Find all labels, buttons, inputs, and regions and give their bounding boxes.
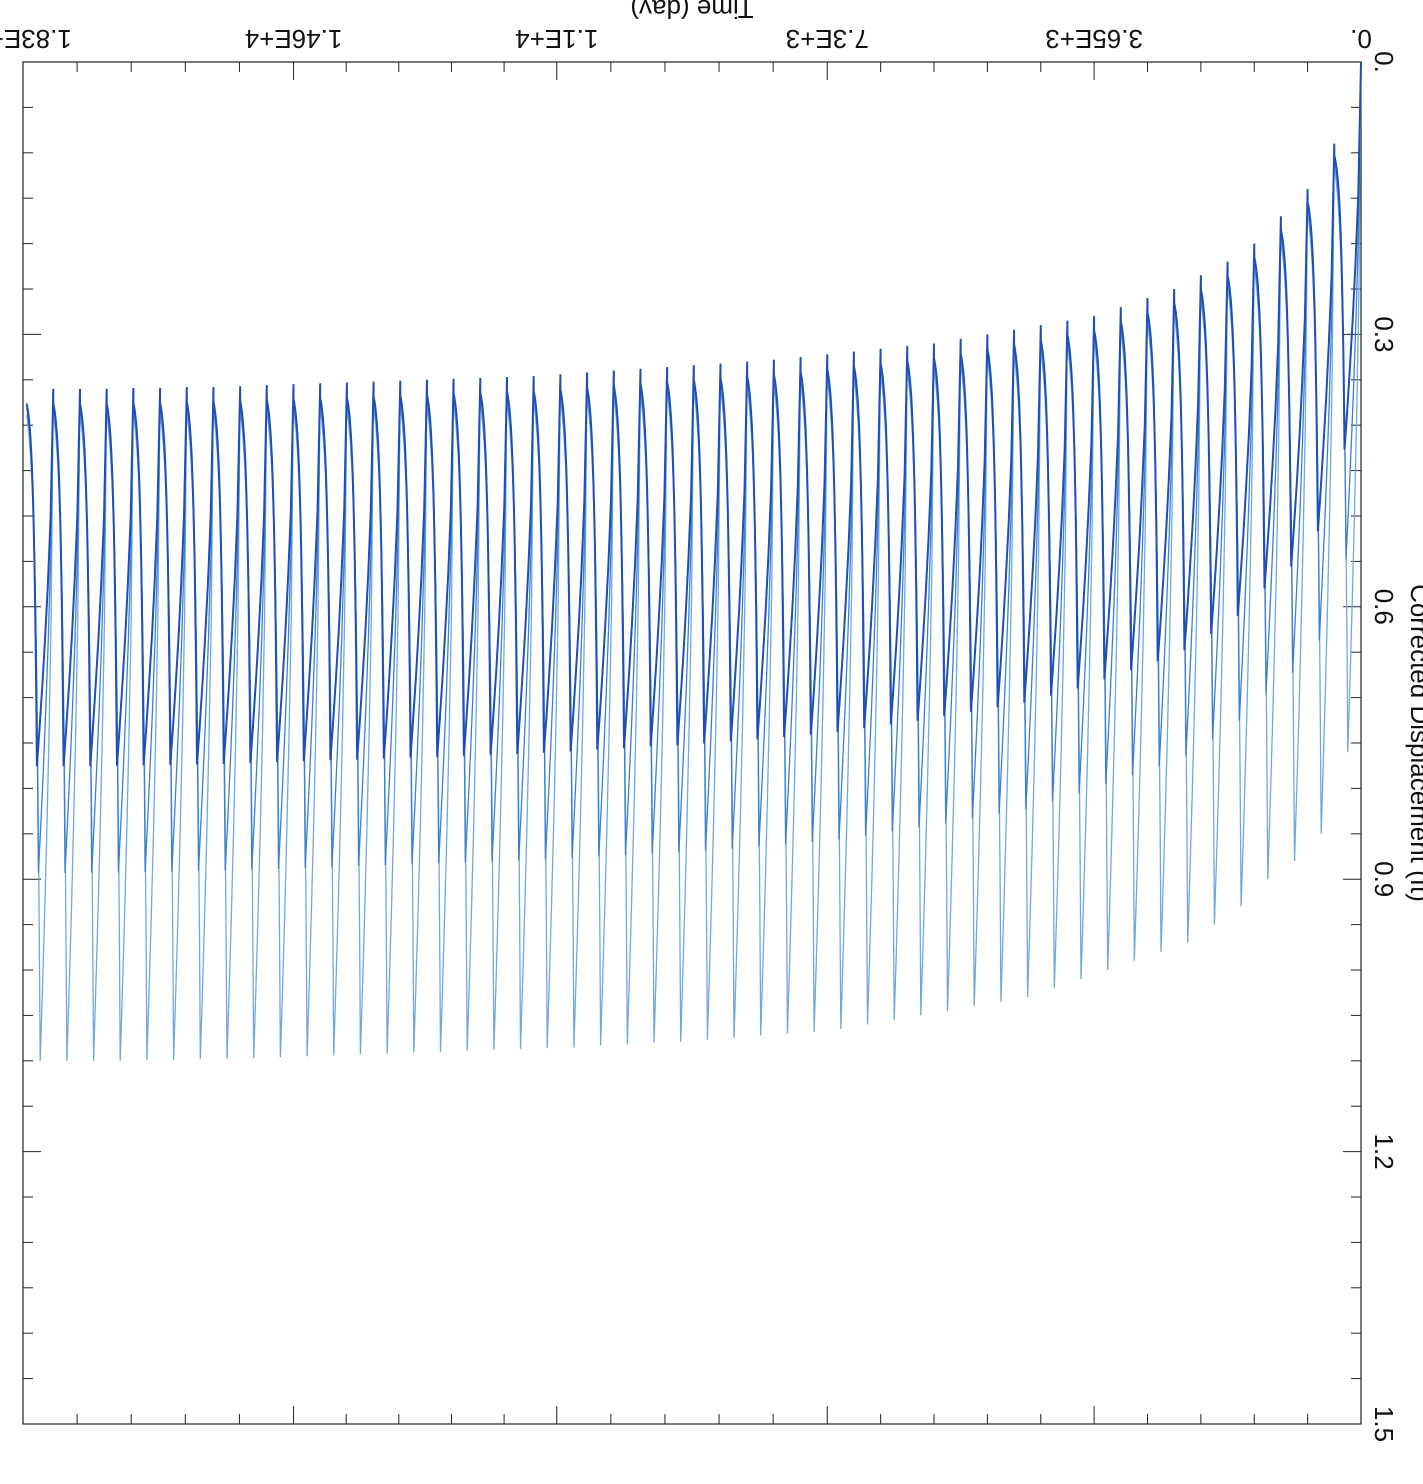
y-tick-label: 1.5 (1369, 1406, 1399, 1442)
x-tick-label: 0. (1350, 24, 1372, 54)
y-tick-label: 0. (1369, 51, 1399, 73)
x-tick-label: 1.46E+4 (245, 24, 343, 54)
x-tick-label: 3.65E+3 (1045, 24, 1143, 54)
axis-labels: Time (day) Corrected Displacement (ft) (630, 0, 1423, 902)
y-tick-label: 1.2 (1369, 1134, 1399, 1170)
y-tick-label: 0.3 (1369, 316, 1399, 352)
series-line-mid (26, 61, 1362, 873)
series-line-low (25, 61, 1362, 767)
x-axis-label: Time (day) (630, 0, 753, 24)
x-axis-ticks: 0. 3.65E+3 7.3E+3 1.1E+4 1.46E+4 1.83E+4 (0, 24, 1372, 1424)
y-tick-label: 0.9 (1369, 861, 1399, 897)
x-tick-label: 1.83E+4 (0, 24, 72, 54)
x-tick-label: 7.3E+3 (786, 24, 869, 54)
y-axis-ticks: 0. 0.3 0.6 0.9 1.2 1.5 (23, 51, 1399, 1442)
series-line-peak (26, 61, 1362, 1061)
y-axis-label: Corrected Displacement (ft) (1405, 584, 1423, 902)
x-tick-label: 1.1E+4 (515, 24, 598, 54)
series-layer (25, 61, 1362, 1061)
y-tick-label: 0.6 (1369, 589, 1399, 625)
